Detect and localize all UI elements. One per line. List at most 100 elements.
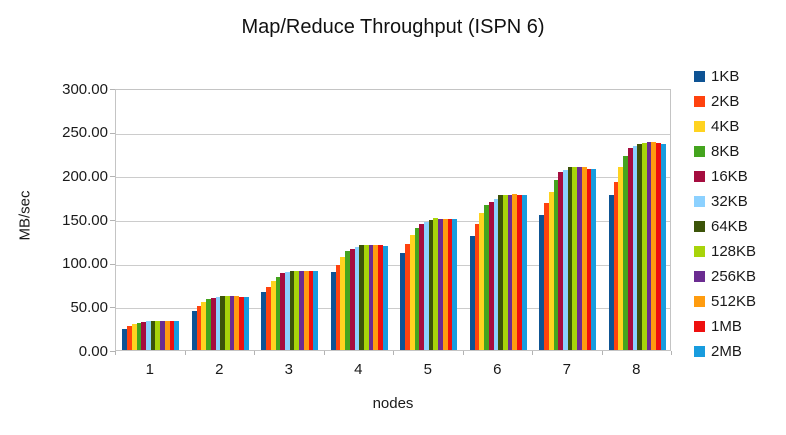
bar-group-node-8	[603, 90, 673, 350]
y-tick-mark	[110, 263, 115, 265]
x-tick-mark	[601, 351, 603, 355]
bar-1kb-node-3	[261, 292, 267, 350]
bar-group-node-5	[394, 90, 464, 350]
x-tick-label-8: 8	[632, 361, 641, 378]
bar-group-node-1	[116, 90, 186, 350]
x-tick-mark	[532, 351, 533, 355]
bar-16kb-node-7	[558, 171, 564, 350]
bar-1mb-node-7	[586, 169, 592, 350]
legend-swatch-icon	[694, 346, 705, 357]
legend-label: 512KB	[711, 293, 757, 310]
legend-label: 2MB	[711, 343, 742, 360]
y-tick-mark	[110, 220, 115, 221]
bar-1mb-node-2	[239, 296, 244, 350]
legend-label: 2KB	[711, 93, 740, 110]
bar-8kb-node-8	[623, 156, 628, 350]
bar-1mb-node-5	[447, 219, 453, 350]
bar-128kb-node-5	[433, 218, 439, 350]
y-tick-label-150: 150.00	[62, 211, 108, 229]
bar-32kb-node-2	[215, 296, 221, 350]
plot-area	[115, 89, 671, 351]
bar-128kb-node-6	[502, 194, 508, 350]
bar-1mb-node-8	[656, 143, 661, 350]
bar-2kb-node-2	[196, 306, 202, 350]
legend-item-16kb: 16KB	[694, 169, 756, 184]
bar-2kb-node-1	[127, 325, 132, 350]
bar-1kb-node-7	[539, 214, 545, 350]
bar-4kb-node-8	[618, 167, 624, 350]
gridline-100	[116, 264, 670, 266]
gridline-150	[116, 221, 670, 222]
x-tick-label-4: 4	[354, 361, 363, 378]
legend-item-2mb: 2MB	[694, 344, 756, 359]
bar-8kb-node-4	[345, 251, 350, 350]
bar-64kb-node-6	[498, 195, 503, 350]
legend-item-64kb: 64KB	[694, 219, 756, 234]
legend-item-2kb: 2KB	[694, 94, 756, 109]
y-tick-label-50: 50.00	[70, 298, 108, 316]
bar-8kb-node-5	[414, 227, 420, 350]
bar-512kb-node-5	[442, 219, 448, 350]
bar-2kb-node-4	[335, 265, 341, 350]
bar-2mb-node-2	[243, 296, 249, 350]
bar-2kb-node-7	[544, 203, 549, 350]
bar-512kb-node-3	[303, 271, 309, 350]
bar-512kb-node-4	[373, 245, 379, 350]
bar-512kb-node-8	[651, 142, 657, 350]
bar-256kb-node-4	[368, 245, 374, 350]
bar-32kb-node-5	[424, 221, 429, 350]
bar-4kb-node-7	[548, 191, 554, 350]
legend-swatch-icon	[694, 221, 705, 232]
legend-item-1kb: 1KB	[694, 69, 756, 84]
bar-2mb-node-4	[382, 246, 388, 350]
bar-1kb-node-4	[330, 272, 336, 350]
bar-16kb-node-5	[419, 224, 425, 350]
y-axis-title: MB/sec	[16, 190, 34, 241]
legend-swatch-icon	[694, 271, 705, 282]
bar-group-node-2	[186, 90, 256, 350]
gridline-250	[116, 133, 670, 135]
bar-64kb-node-1	[150, 321, 156, 350]
legend-item-128kb: 128KB	[694, 244, 756, 259]
gridline-50	[116, 308, 670, 310]
bar-256kb-node-1	[160, 321, 165, 350]
legend-item-4kb: 4KB	[694, 119, 756, 134]
y-tick-label-250: 250.00	[62, 124, 108, 142]
bar-16kb-node-1	[141, 322, 147, 350]
bar-group-node-6	[464, 90, 534, 350]
bar-16kb-node-6	[488, 201, 494, 350]
bar-4kb-node-5	[409, 234, 415, 350]
bar-8kb-node-6	[484, 205, 489, 350]
bar-128kb-node-4	[363, 245, 369, 350]
bar-64kb-node-7	[567, 167, 573, 350]
legend-label: 64KB	[711, 218, 748, 235]
bar-1mb-node-6	[517, 194, 522, 350]
bar-16kb-node-4	[349, 248, 355, 350]
legend-item-8kb: 8KB	[694, 144, 756, 159]
x-tick-mark	[184, 351, 186, 355]
bar-8kb-node-1	[136, 322, 142, 350]
bar-128kb-node-7	[572, 166, 578, 350]
legend-swatch-icon	[694, 71, 705, 82]
bar-64kb-node-3	[289, 271, 295, 350]
bar-256kb-node-2	[229, 295, 235, 350]
bar-1mb-node-4	[378, 245, 383, 350]
x-tick-label-7: 7	[562, 361, 571, 378]
y-tick-mark	[110, 176, 115, 178]
bar-2mb-node-3	[313, 270, 319, 350]
bar-2kb-node-5	[405, 244, 410, 350]
bar-512kb-node-7	[581, 167, 587, 350]
legend: 1KB 2KB 4KB 8KB 16KB 32KB 64KB 128KB 256KB 512KB 1…	[694, 69, 756, 369]
x-tick-label-5: 5	[423, 361, 432, 378]
bar-1mb-node-1	[169, 321, 175, 350]
bar-256kb-node-8	[646, 142, 652, 350]
bar-2mb-node-5	[452, 219, 458, 350]
x-tick-mark	[254, 351, 255, 355]
bar-32kb-node-1	[146, 321, 151, 350]
chart-title: Map/Reduce Throughput (ISPN 6)	[241, 16, 545, 38]
bar-32kb-node-8	[632, 145, 638, 350]
legend-swatch-icon	[694, 171, 705, 182]
y-tick-label-200: 200.00	[62, 167, 108, 185]
x-tick-mark	[393, 351, 394, 355]
